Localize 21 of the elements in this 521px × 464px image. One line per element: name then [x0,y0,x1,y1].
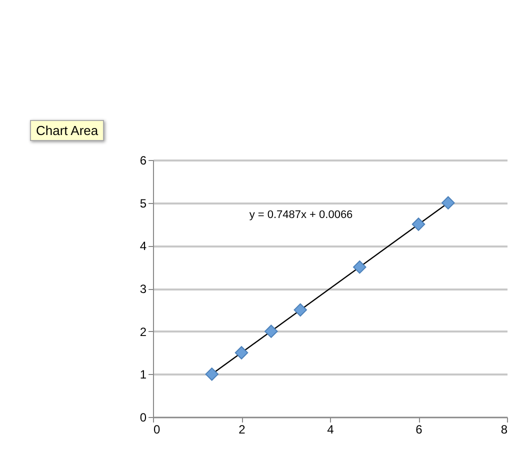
point [294,303,307,317]
point [234,346,248,360]
y-tick-label: 0 [140,410,147,424]
point [205,368,218,381]
y-tick-label: 5 [140,196,147,210]
x-tick-label: 8 [500,422,508,436]
annotation: y = 0.7487x + 0.0066 [249,209,353,221]
y-tick-label: 4 [140,239,147,254]
x-tick-label: 2 [238,422,246,436]
point [442,196,455,210]
y-tick-label: 3 [140,282,147,296]
point [353,260,366,274]
x-tick-label: 4 [327,422,334,436]
y-tick-label: 2 [140,324,147,339]
y-tick-label: 1 [140,368,147,382]
x-tick-label: 6 [416,422,423,436]
point [264,324,278,338]
point [412,218,426,231]
text: Chart Area [30,120,104,141]
y-tick-label: 6 [140,154,147,168]
x-tick-label: 0 [154,422,160,436]
